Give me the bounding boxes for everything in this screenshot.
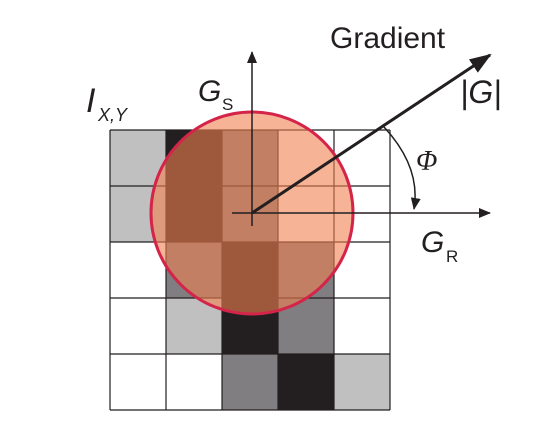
grid-cell: [166, 354, 222, 410]
grid-cell: [222, 354, 278, 410]
grid-cell: [278, 354, 334, 410]
gr-label-main: G: [421, 226, 444, 259]
grid-cell: [334, 298, 390, 354]
gr-label-subscript: R: [446, 247, 458, 266]
grid-cell: [334, 354, 390, 410]
gradient-vector-arrow: [251, 53, 492, 215]
gs-label-subscript: S: [222, 95, 233, 114]
grid-cell: [110, 354, 166, 410]
angle-phi-label: Φ: [416, 146, 437, 177]
image-label-main: I: [86, 82, 96, 120]
grid-cell: [110, 242, 166, 298]
grid-cell: [110, 298, 166, 354]
magnitude-label: |G|: [460, 74, 502, 110]
gr-label: G R: [421, 226, 458, 266]
angle-arc: [383, 126, 421, 210]
gs-label: G S: [198, 75, 233, 114]
image-label-subscript: X,Y: [97, 105, 129, 125]
image-label: I X,Y: [86, 82, 129, 125]
gradient-label: Gradient: [330, 22, 446, 55]
gs-label-main: G: [198, 75, 221, 108]
